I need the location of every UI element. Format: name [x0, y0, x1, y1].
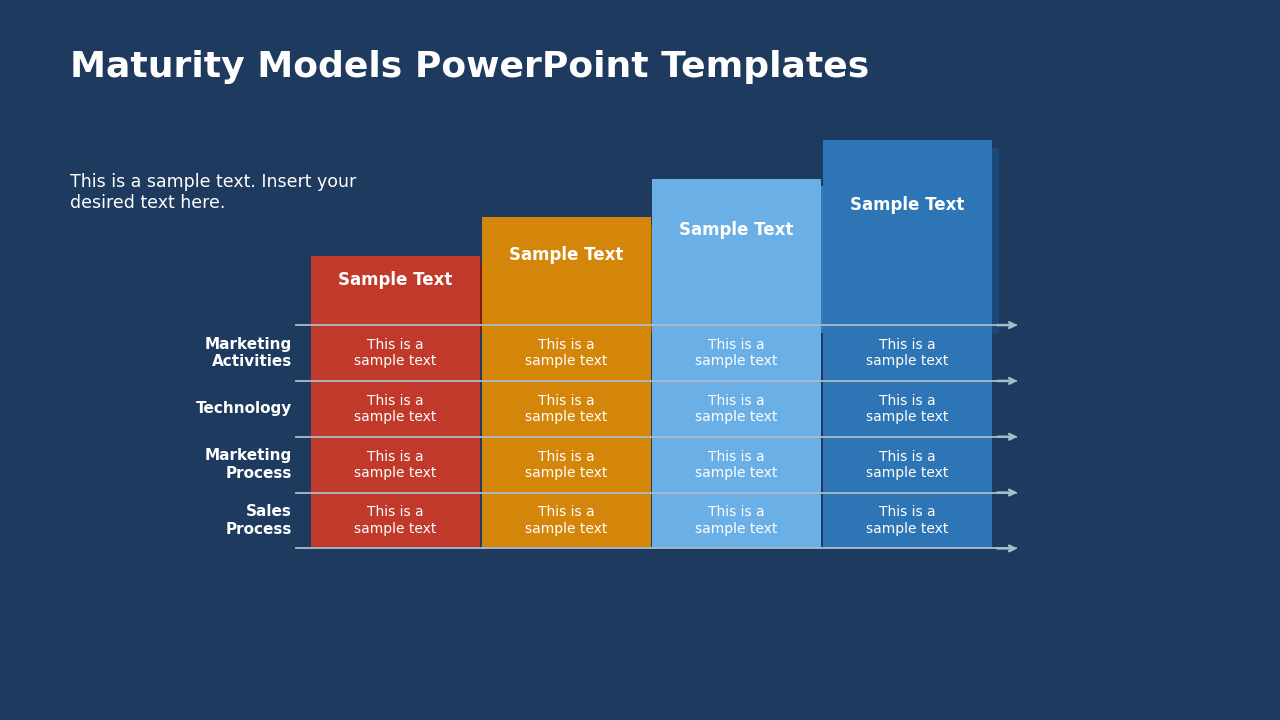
- Bar: [319, 264, 488, 333]
- Text: Marketing
Process: Marketing Process: [205, 449, 292, 481]
- Text: This is a sample text. Insert your
desired text here.: This is a sample text. Insert your desir…: [70, 173, 357, 212]
- Bar: [311, 325, 480, 381]
- Bar: [481, 325, 650, 381]
- Text: Marketing
Activities: Marketing Activities: [205, 337, 292, 369]
- Text: This is a
sample text: This is a sample text: [865, 449, 948, 480]
- Text: This is a
sample text: This is a sample text: [355, 394, 436, 424]
- Bar: [660, 186, 829, 333]
- Text: Sample Text: Sample Text: [338, 271, 453, 289]
- Bar: [831, 148, 1000, 333]
- Text: This is a
sample text: This is a sample text: [525, 449, 607, 480]
- Bar: [311, 437, 480, 492]
- Text: Sample Text: Sample Text: [850, 196, 964, 214]
- Text: This is a
sample text: This is a sample text: [355, 449, 436, 480]
- Text: This is a
sample text: This is a sample text: [695, 505, 778, 536]
- Text: Maturity Models PowerPoint Templates: Maturity Models PowerPoint Templates: [70, 50, 869, 84]
- Text: This is a
sample text: This is a sample text: [695, 394, 778, 424]
- Text: Sample Text: Sample Text: [509, 246, 623, 264]
- Text: This is a
sample text: This is a sample text: [865, 505, 948, 536]
- Bar: [481, 217, 650, 325]
- Text: This is a
sample text: This is a sample text: [525, 394, 607, 424]
- Bar: [823, 140, 992, 325]
- Text: Sample Text: Sample Text: [680, 221, 794, 239]
- Bar: [652, 437, 820, 492]
- Bar: [311, 492, 480, 549]
- Bar: [481, 437, 650, 492]
- Bar: [652, 492, 820, 549]
- Text: This is a
sample text: This is a sample text: [525, 505, 607, 536]
- Bar: [481, 492, 650, 549]
- Text: Sales
Process: Sales Process: [225, 504, 292, 536]
- Bar: [311, 256, 480, 325]
- Text: This is a
sample text: This is a sample text: [695, 338, 778, 368]
- Text: This is a
sample text: This is a sample text: [355, 338, 436, 368]
- Bar: [481, 381, 650, 437]
- Bar: [823, 325, 992, 381]
- Text: This is a
sample text: This is a sample text: [695, 449, 778, 480]
- Bar: [823, 492, 992, 549]
- Text: This is a
sample text: This is a sample text: [865, 394, 948, 424]
- Text: This is a
sample text: This is a sample text: [865, 338, 948, 368]
- Bar: [652, 381, 820, 437]
- Text: Technology: Technology: [196, 401, 292, 416]
- Bar: [823, 381, 992, 437]
- Bar: [652, 325, 820, 381]
- Bar: [823, 437, 992, 492]
- Text: This is a
sample text: This is a sample text: [355, 505, 436, 536]
- Text: This is a
sample text: This is a sample text: [525, 338, 607, 368]
- Bar: [652, 179, 820, 325]
- Bar: [311, 381, 480, 437]
- Bar: [489, 225, 658, 333]
